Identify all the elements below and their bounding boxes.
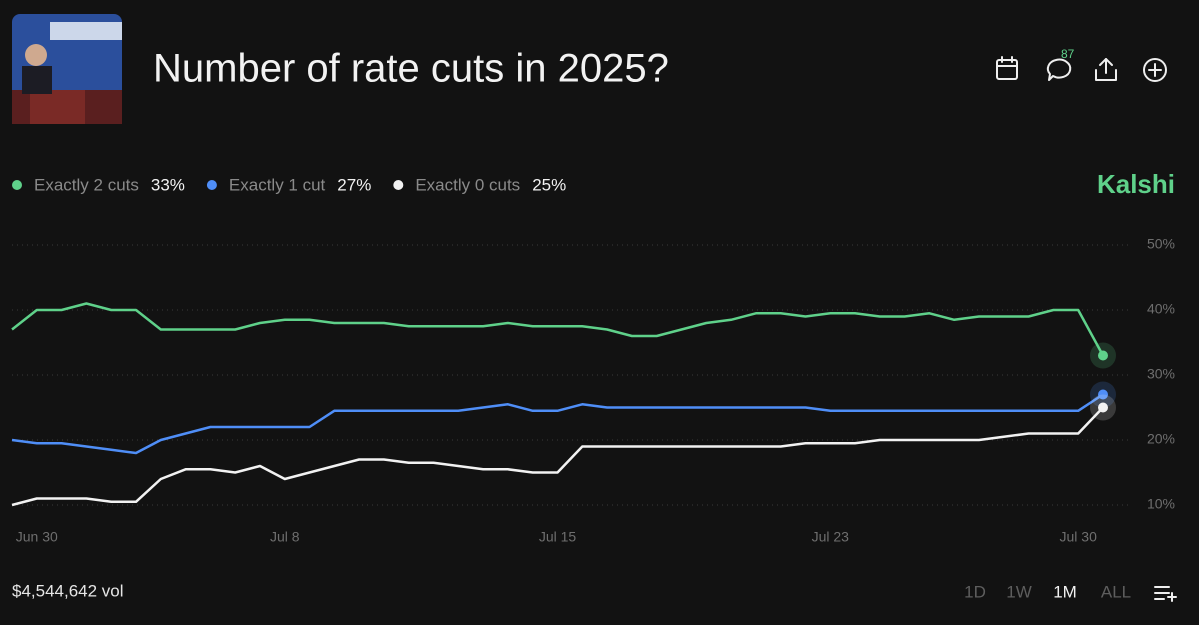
- brand: Kalshi: [1097, 169, 1175, 199]
- end-point: [1098, 402, 1108, 413]
- x-tick-label: Jul 15: [539, 529, 577, 545]
- legend-value: 27%: [337, 175, 371, 194]
- legend-dot: [206, 180, 217, 190]
- legend-dot: [393, 180, 404, 190]
- y-tick-label: 10%: [1147, 496, 1175, 512]
- comments-icon[interactable]: [1046, 58, 1072, 81]
- y-tick-label: 40%: [1147, 301, 1175, 317]
- calendar-icon[interactable]: [996, 56, 1018, 80]
- range-button[interactable]: 1D: [964, 582, 986, 601]
- end-point: [1098, 389, 1108, 400]
- series-line: [11, 302, 1105, 357]
- legend-value: 33%: [151, 175, 185, 194]
- comment-count: 87: [1061, 47, 1075, 61]
- range-button[interactable]: 1M: [1053, 582, 1077, 601]
- range-button[interactable]: 1W: [1006, 582, 1032, 601]
- list-icon[interactable]: [1154, 586, 1177, 602]
- legend-name: Exactly 2 cuts: [34, 175, 139, 194]
- range-button[interactable]: ALL: [1101, 582, 1131, 601]
- share-icon[interactable]: [1095, 58, 1117, 81]
- legend-name: Exactly 0 cuts: [415, 175, 520, 194]
- legend-dot: [12, 180, 22, 190]
- y-tick-label: 50%: [1147, 236, 1175, 252]
- x-tick-label: Jul 23: [812, 529, 850, 545]
- x-tick-label: Jul 8: [270, 529, 300, 545]
- legend-value: 25%: [532, 175, 566, 194]
- series-line: [11, 406, 1104, 507]
- legend-name: Exactly 1 cut: [229, 175, 326, 194]
- y-tick-label: 30%: [1147, 366, 1175, 382]
- add-icon[interactable]: [1143, 58, 1167, 82]
- title: Number of rate cuts in 2025?: [153, 47, 669, 91]
- x-tick-label: Jul 30: [1060, 529, 1098, 545]
- thumbnail: [12, 14, 122, 124]
- volume: $4,544,642 vol: [12, 581, 124, 600]
- series-line: [11, 393, 1104, 455]
- y-tick-label: 20%: [1147, 431, 1175, 447]
- end-point: [1098, 350, 1108, 361]
- x-tick-label: Jun 30: [16, 529, 58, 545]
